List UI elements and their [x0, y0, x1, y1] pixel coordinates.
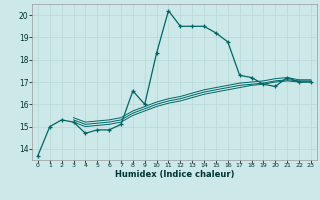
- X-axis label: Humidex (Indice chaleur): Humidex (Indice chaleur): [115, 170, 234, 179]
